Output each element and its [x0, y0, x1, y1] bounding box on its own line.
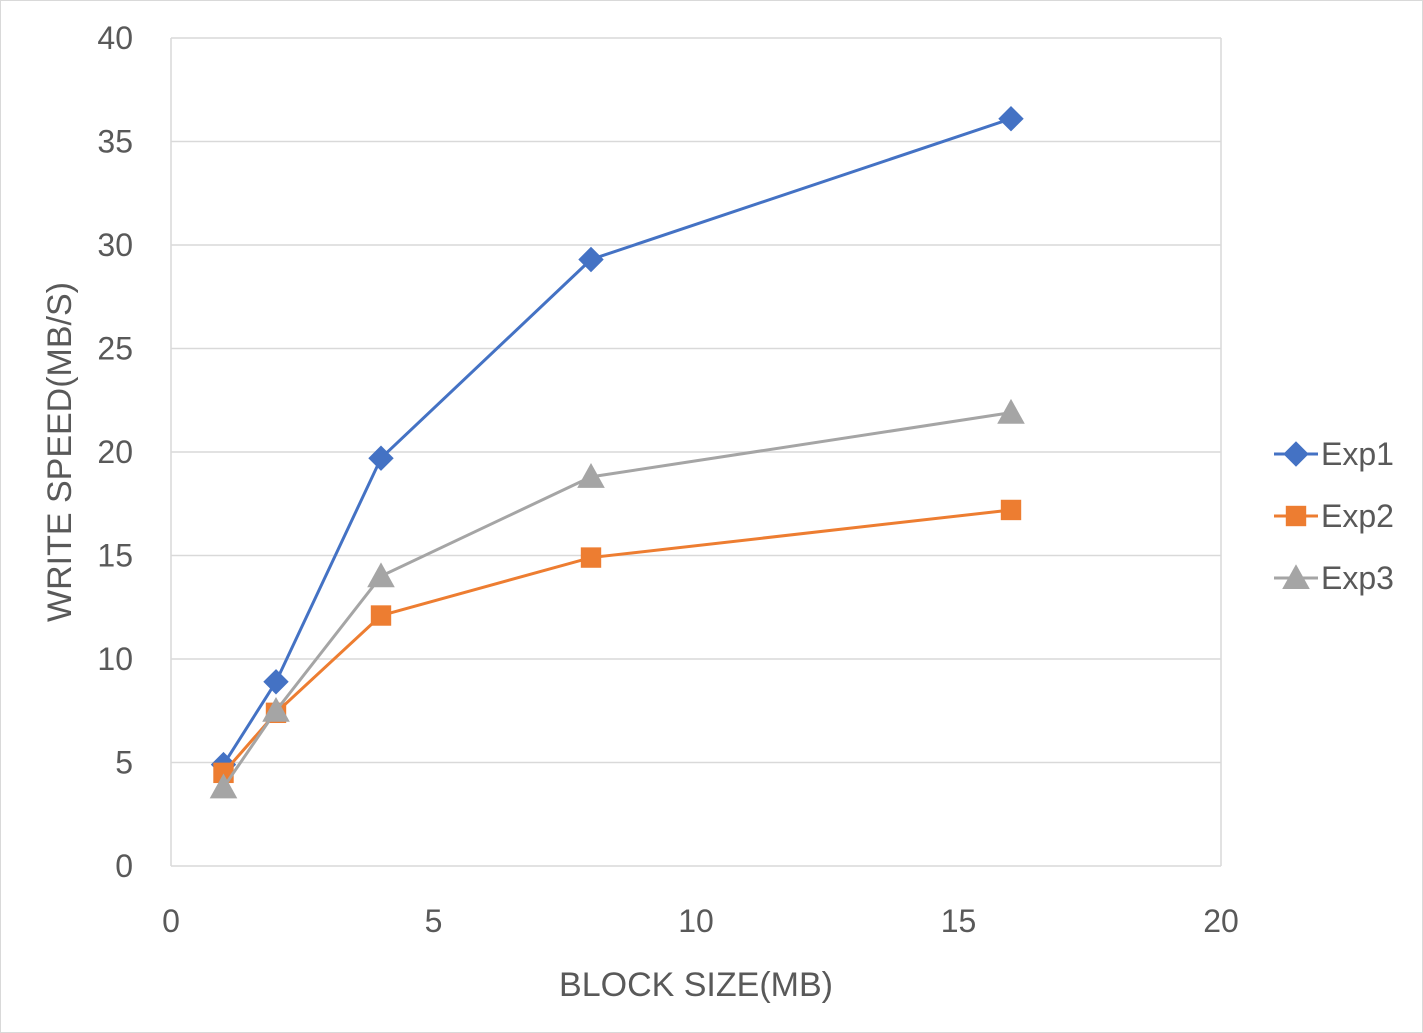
x-tick-label: 0	[162, 903, 180, 939]
data-point-exp1	[998, 106, 1024, 132]
data-point-exp2	[1000, 499, 1022, 521]
data-point-exp2	[370, 605, 392, 626]
x-tick-label: 10	[678, 903, 714, 939]
series-exp2	[213, 499, 1022, 784]
y-tick-label: 35	[97, 124, 133, 160]
series-line-exp1	[222, 117, 1012, 766]
series-exp3	[209, 398, 1025, 799]
series-layer	[209, 106, 1025, 799]
y-tick-label: 15	[97, 538, 133, 574]
data-point-exp3	[367, 562, 395, 588]
legend: Exp1 Exp2 Exp3	[1274, 436, 1394, 596]
legend-item-exp3: Exp3	[1274, 560, 1394, 596]
x-tick-label: 15	[941, 903, 977, 939]
series-line-exp3	[222, 411, 1012, 789]
data-point-exp1	[263, 669, 289, 695]
data-point-exp3	[262, 696, 290, 722]
y-axis-title: WRITE SPEED(MB/S)	[41, 282, 79, 622]
axes: 0 5 10 15 20 25 30 35 40 0 5 10 15 20	[97, 20, 1238, 939]
legend-label: Exp2	[1321, 498, 1394, 534]
data-point-exp3	[997, 398, 1025, 424]
series-line-exp2	[222, 508, 1012, 774]
y-tick-label: 30	[97, 227, 133, 263]
legend-item-exp1: Exp1	[1274, 436, 1394, 472]
legend-marker-square-icon	[1285, 505, 1307, 527]
legend-item-exp2: Exp2	[1274, 498, 1394, 534]
legend-marker-diamond-icon	[1283, 441, 1309, 467]
data-point-exp2	[580, 547, 602, 568]
legend-marker-triangle-icon	[1282, 564, 1310, 590]
legend-label: Exp3	[1321, 560, 1394, 596]
data-point-exp1	[368, 445, 394, 471]
data-point-exp3	[577, 463, 605, 488]
x-tick-label: 20	[1203, 903, 1239, 939]
x-tick-label: 5	[425, 903, 443, 939]
y-tick-label: 20	[97, 434, 133, 470]
y-tick-label: 25	[97, 331, 133, 367]
y-tick-label: 0	[115, 848, 133, 884]
y-tick-label: 40	[97, 20, 133, 56]
x-axis-title: BLOCK SIZE(MB)	[559, 966, 833, 1004]
y-tick-label: 5	[115, 745, 133, 781]
gridlines	[170, 37, 1222, 867]
legend-label: Exp1	[1321, 436, 1394, 472]
y-tick-label: 10	[97, 641, 133, 677]
series-exp1	[210, 106, 1024, 778]
data-point-exp1	[578, 246, 604, 273]
data-point-exp3	[209, 773, 238, 799]
